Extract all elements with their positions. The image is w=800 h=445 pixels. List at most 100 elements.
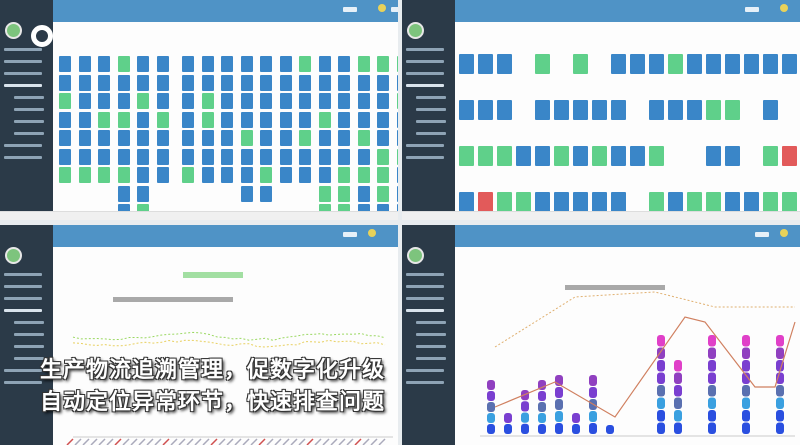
user-avatar-icon[interactable]: [780, 229, 788, 237]
line-chart-area: [53, 247, 398, 445]
sidebar-menu-item[interactable]: [406, 60, 444, 63]
user-avatar-icon[interactable]: [780, 4, 788, 12]
x-tick-label: [218, 438, 226, 445]
sidebar-menu-item[interactable]: [14, 132, 44, 135]
station-tile: [357, 167, 370, 183]
station-tile: [221, 167, 233, 183]
x-tick-label: [250, 438, 258, 445]
series-line: [72, 331, 386, 341]
sidebar-menu-item[interactable]: [406, 156, 444, 159]
bar-segment: [487, 380, 495, 390]
fullscreen-icon[interactable]: [755, 232, 769, 237]
sidebar: [0, 225, 53, 445]
sidebar-menu-item[interactable]: [4, 309, 42, 312]
sidebar-menu-item[interactable]: [4, 72, 42, 75]
station-grid: [455, 22, 800, 220]
panel-station-grid: [402, 0, 800, 220]
x-tick-label: [242, 438, 250, 445]
sidebar-menu-item[interactable]: [4, 285, 42, 288]
user-avatar-icon[interactable]: [378, 4, 386, 12]
station-tile: [357, 93, 370, 109]
sidebar-menu-item[interactable]: [416, 357, 446, 360]
fullscreen-icon[interactable]: [343, 7, 357, 12]
fullscreen-icon[interactable]: [745, 7, 759, 12]
sidebar-menu-item[interactable]: [14, 120, 44, 123]
station-tile: [117, 130, 130, 146]
station-tile: [687, 100, 702, 120]
station-tile: [763, 100, 778, 120]
sidebar-menu-item[interactable]: [14, 345, 44, 348]
station-tile: [137, 148, 149, 165]
logout-icon[interactable]: [391, 7, 398, 12]
sidebar-menu-item[interactable]: [4, 273, 42, 276]
sidebar-menu-item[interactable]: [14, 108, 44, 111]
station-tile: [117, 148, 130, 165]
bar-segment: [708, 410, 716, 422]
bar-segment: [572, 413, 580, 423]
station-tile: [478, 146, 493, 166]
sidebar-menu-item[interactable]: [4, 381, 42, 384]
station-tile: [182, 93, 194, 109]
station-tile: [201, 56, 214, 72]
sidebar-menu-item[interactable]: [14, 357, 44, 360]
sidebar-menu-item[interactable]: [416, 132, 446, 135]
station-tile: [318, 167, 331, 183]
sidebar-menu-item[interactable]: [416, 108, 446, 111]
sidebar-menu-item[interactable]: [406, 369, 444, 372]
station-tile: [279, 130, 292, 146]
sidebar-menu-item[interactable]: [4, 84, 42, 87]
station-tile: [156, 56, 169, 72]
chart-title: [113, 297, 233, 302]
sidebar-menu-item[interactable]: [14, 96, 44, 99]
station-tile: [396, 185, 398, 202]
sidebar-menu-item[interactable]: [406, 273, 444, 276]
x-tick-label: [106, 438, 114, 445]
sidebar-menu-item[interactable]: [406, 309, 444, 312]
station-tile: [279, 167, 292, 183]
bar-segment: [521, 401, 529, 412]
station-tile: [260, 130, 272, 146]
sidebar-menu-item[interactable]: [416, 345, 446, 348]
x-tick-label: [290, 438, 298, 445]
sidebar-menu-item[interactable]: [406, 144, 444, 147]
station-tile: [630, 54, 645, 74]
sidebar-menu-item[interactable]: [14, 333, 44, 336]
sidebar-menu-item[interactable]: [416, 321, 446, 324]
station-tile: [182, 111, 194, 128]
station-tile: [318, 185, 331, 202]
station-tile: [535, 192, 550, 212]
sidebar-menu-item[interactable]: [416, 120, 446, 123]
x-tick-label: [370, 438, 378, 445]
sidebar-menu-item[interactable]: [416, 96, 446, 99]
sidebar-menu-item[interactable]: [4, 297, 42, 300]
sidebar-menu-item[interactable]: [4, 48, 42, 51]
station-tile: [782, 146, 797, 166]
sidebar-menu-item[interactable]: [406, 48, 444, 51]
sidebar-menu-item[interactable]: [406, 381, 444, 384]
x-tick-label: [202, 438, 210, 445]
station-tile: [630, 146, 645, 166]
sidebar-menu-item[interactable]: [4, 156, 42, 159]
station-tile: [516, 146, 531, 166]
x-tick-label: [354, 438, 362, 445]
sidebar-menu-item[interactable]: [406, 297, 444, 300]
sidebar-menu-item[interactable]: [14, 321, 44, 324]
sidebar-menu-item[interactable]: [406, 285, 444, 288]
fullscreen-icon[interactable]: [343, 232, 357, 237]
avatar: [5, 247, 22, 264]
sidebar-menu-item[interactable]: [406, 84, 444, 87]
bar-segment: [776, 347, 784, 359]
sidebar-menu-item[interactable]: [4, 60, 42, 63]
station-tile: [156, 111, 169, 128]
station-tile: [221, 130, 233, 146]
station-tile: [611, 100, 626, 120]
sidebar-menu-item[interactable]: [4, 369, 42, 372]
user-avatar-icon[interactable]: [368, 229, 376, 237]
station-tile: [78, 148, 91, 165]
station-tile: [687, 54, 702, 74]
sidebar-menu-item[interactable]: [416, 333, 446, 336]
sidebar-menu-item[interactable]: [4, 144, 42, 147]
bar-segment: [674, 410, 682, 422]
sidebar-menu-item[interactable]: [406, 72, 444, 75]
station-tile: [59, 74, 71, 91]
